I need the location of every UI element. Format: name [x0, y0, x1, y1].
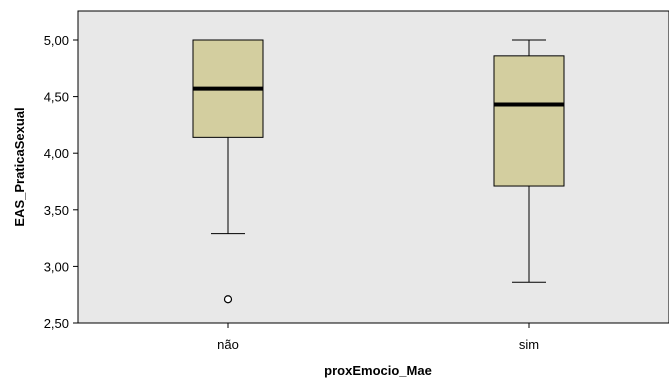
x-tick-label: não [217, 337, 239, 352]
y-tick-label: 4,00 [44, 146, 69, 161]
y-tick-label: 2,50 [44, 316, 69, 331]
y-tick-label: 5,00 [44, 33, 69, 48]
x-axis-ticks: não sim [217, 323, 539, 352]
y-axis-ticks: 2,50 3,00 3,50 4,00 4,50 5,00 [44, 33, 78, 331]
y-tick-label: 3,50 [44, 203, 69, 218]
outlier-point [223, 295, 233, 304]
plot-area [77, 10, 669, 324]
box-iqr [493, 55, 565, 187]
y-tick-label: 4,50 [44, 90, 69, 105]
x-tick-label: sim [519, 337, 539, 352]
box-series [192, 39, 565, 304]
y-axis-title: EAS_PraticaSexual [12, 107, 27, 226]
y-tick-label: 3,00 [44, 259, 69, 274]
x-axis-title: proxEmocio_Mae [324, 363, 432, 378]
